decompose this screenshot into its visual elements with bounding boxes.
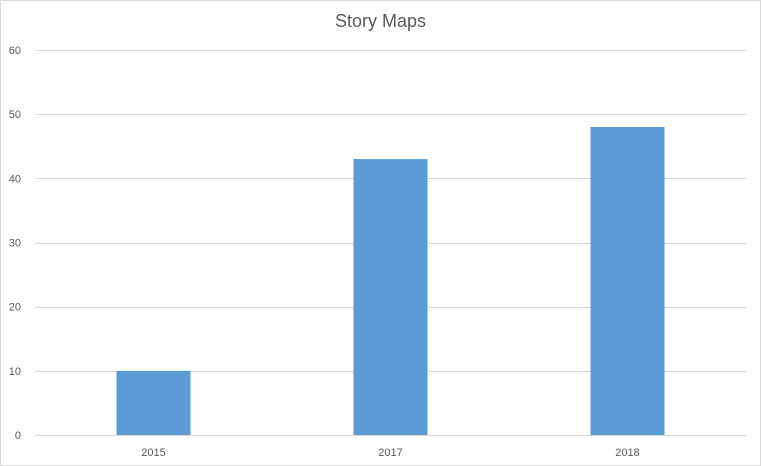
x-tick-label: 2015 (141, 447, 165, 459)
chart-title: Story Maps (334, 11, 427, 31)
bar-2017 (353, 159, 428, 436)
x-tick-label: 2017 (378, 447, 402, 459)
x-tick-label: 2018 (615, 447, 639, 459)
y-tick-label: 20 (9, 302, 21, 314)
y-tick-label: 50 (9, 109, 21, 121)
bar-2018 (590, 127, 665, 435)
y-tick-label: 60 (9, 45, 21, 57)
y-tick-label: 10 (9, 366, 21, 378)
y-tick-label: 30 (9, 238, 21, 250)
bar-2015 (116, 370, 191, 435)
y-tick-label: 0 (15, 430, 21, 442)
y-tick-label: 40 (9, 173, 21, 185)
